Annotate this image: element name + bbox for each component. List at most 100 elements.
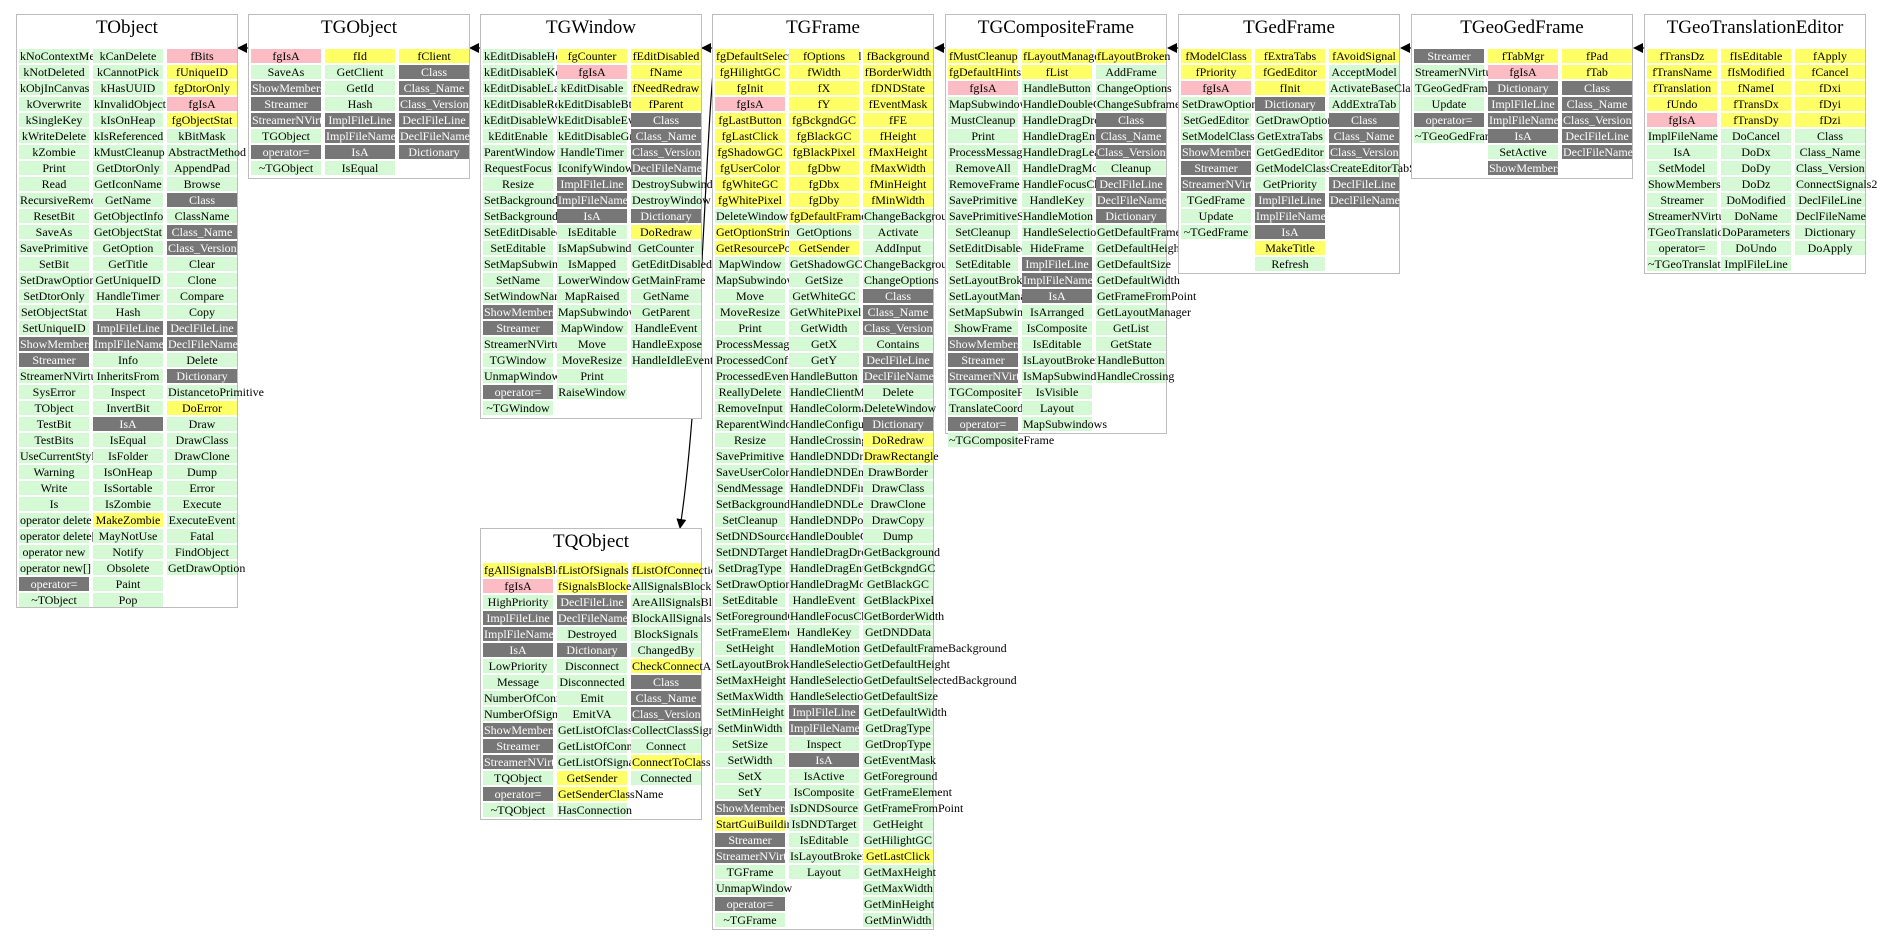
member-cell: fPriority <box>1181 65 1251 79</box>
member-cell: ChangeOptions <box>863 273 939 287</box>
member-cell: SetGedEditor <box>1181 113 1251 127</box>
member-cell: SavePrimitive <box>948 193 1018 207</box>
member-cell: ~TGWindow <box>483 401 553 415</box>
member-cell: DoRedraw <box>863 433 933 447</box>
member-cell: StreamerNVirtual <box>251 113 338 127</box>
member-cell: SetBit <box>19 257 89 271</box>
member-cell: HandleMotion <box>1022 209 1093 223</box>
member-cell: kEditDisableEvents <box>557 113 654 127</box>
member-cell: Layout <box>1022 401 1092 415</box>
member-cell: IsEditable <box>1022 337 1092 351</box>
member-cell: DeclFileName <box>631 161 702 175</box>
member-cell: DeclFileLine <box>1562 129 1632 143</box>
member-cell: TGCompositeFrame <box>948 385 1048 399</box>
member-cell: fgLastClick <box>715 129 785 143</box>
member-cell: fgIsA <box>167 97 237 111</box>
member-cell: fInit <box>1255 81 1325 95</box>
member-cell: fgIsA <box>251 49 321 63</box>
member-cell: SetBackgroundColor <box>715 497 818 511</box>
member-cell: DoModified <box>1721 193 1791 207</box>
member-cell: StreamerNVirtual <box>948 369 1035 383</box>
member-cell: Class <box>1795 129 1865 143</box>
member-cell: IsMapSubwindows <box>557 241 651 255</box>
member-cell: GetModelClass <box>1255 161 1331 175</box>
member-cell: ImplFileName <box>557 193 628 207</box>
member-cell: ImplFileName <box>483 627 554 641</box>
member-cell: ImplFileLine <box>557 177 627 191</box>
member-cell: GetObjectStat <box>93 225 163 239</box>
member-cell: MapRaised <box>557 289 627 303</box>
member-cell: SetDragType <box>715 561 785 575</box>
member-cell: GetLastClick <box>863 849 933 863</box>
member-cell: ~TQObject <box>483 803 553 817</box>
member-cell: Class_Version <box>863 321 933 335</box>
member-cell: ShowMembers <box>251 81 325 95</box>
member-cell: IsZombie <box>93 497 163 511</box>
member-cell: Resize <box>715 433 785 447</box>
member-cell: operator= <box>251 145 321 159</box>
member-cell: GetMinHeight <box>863 897 934 911</box>
member-cell: Message <box>483 675 553 689</box>
member-cell: SetEditable <box>715 593 785 607</box>
member-cell: DeclFileLine <box>1096 177 1166 191</box>
member-cell: GetFrameFromPoint <box>863 801 964 815</box>
member-cell: kMustCleanup <box>93 145 165 159</box>
member-cell: Print <box>948 129 1018 143</box>
member-cell: DoApply <box>1795 241 1865 255</box>
member-cell: Class <box>1096 113 1166 127</box>
member-cell: Streamer <box>1181 161 1251 175</box>
member-cell: fBorderWidth <box>863 65 933 79</box>
member-cell: SetX <box>715 769 785 783</box>
member-cell: ProcessedEvent <box>715 369 792 383</box>
member-cell: Class_Version <box>631 707 701 721</box>
member-cell: IsComposite <box>1022 321 1092 335</box>
member-cell: fgDtorOnly <box>167 81 237 95</box>
member-cell: fgDbx <box>789 177 859 191</box>
member-cell: DrawClone <box>167 449 237 463</box>
member-cell: fMaxHeight <box>863 145 933 159</box>
member-cell: HandleButton <box>1022 81 1092 95</box>
member-cell: fTab <box>1562 65 1632 79</box>
member-cell: Error <box>167 481 237 495</box>
member-cell: ImplFileLine <box>1022 257 1092 271</box>
member-cell: fBits <box>167 49 237 63</box>
member-cell: HandleIdleEvent <box>631 353 714 367</box>
member-cell: HandleSelection <box>1022 225 1103 239</box>
member-cell: UnmapWindow <box>483 369 561 383</box>
member-cell: fgIsA <box>1181 81 1251 95</box>
member-cell: GetUniqueID <box>93 273 163 287</box>
member-cell: GetBckgndGC <box>863 561 936 575</box>
member-cell: Hash <box>325 97 395 111</box>
member-cell: fEditDisabled <box>631 49 701 63</box>
member-cell: HasConnection <box>557 803 632 817</box>
member-cell: fSignalsBlocked <box>557 579 638 593</box>
member-cell: Compare <box>167 289 237 303</box>
member-cell: SetCleanup <box>948 225 1018 239</box>
member-cell: HandleSelectionRequest <box>789 689 908 703</box>
class-box-tgeotranslationeditor: TGeoTranslationEditor fTransDz fTransName… <box>1644 14 1877 274</box>
member-cell: ProcessMessage <box>948 145 1028 159</box>
member-cell: SetUniqueID <box>19 321 89 335</box>
class-box-tgobject: TGObject fgIsA SaveAs ShowMembers Streamer S… <box>248 14 470 179</box>
member-cell: IsEqual <box>325 161 395 175</box>
member-cell: InheritsFrom <box>93 369 163 383</box>
member-cell: Class_Name <box>1329 129 1399 143</box>
member-cell: GetWhiteGC <box>789 289 859 303</box>
member-cell: Destroyed <box>557 627 627 641</box>
class-title: TGeoTranslationEditor <box>1666 17 1844 38</box>
member-cell: kEditDisableGrab <box>557 129 645 143</box>
member-cell: BlockSignals <box>631 627 701 641</box>
member-cell: DrawClass <box>167 433 237 447</box>
member-cell: HandleButton <box>789 369 859 383</box>
member-cell: DoUndo <box>1721 241 1791 255</box>
member-cell: SetEditDisabled <box>483 225 562 239</box>
member-cell: HandleEvent <box>631 321 701 335</box>
member-cell: ImplFileName <box>789 721 860 735</box>
member-cell: Streamer <box>715 833 785 847</box>
member-cell: fgUserColor <box>715 161 785 175</box>
class-box-tgcompositeframe: TGCompositeFrame fMustCleanup fgDefaultHi… <box>945 14 1244 447</box>
member-cell: ParentWindow <box>483 145 556 159</box>
member-cell: Inspect <box>93 385 163 399</box>
member-cell: IsEditable <box>789 833 859 847</box>
